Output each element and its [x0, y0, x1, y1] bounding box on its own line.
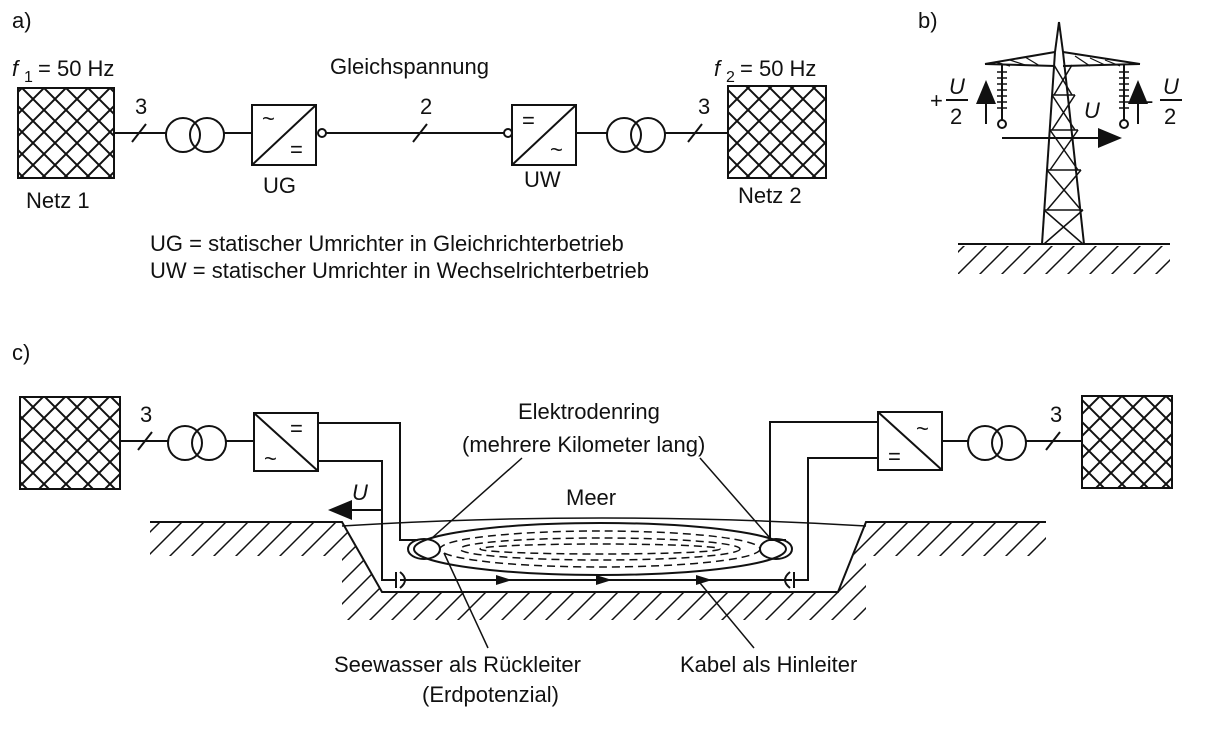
electrode-ring-icon	[407, 522, 793, 576]
minus-frac-num: U	[1163, 74, 1179, 99]
electrode-sub: (mehrere Kilometer lang)	[462, 432, 705, 457]
grid-2-label: Netz 2	[738, 183, 802, 208]
uw-dc-symbol: =	[522, 108, 535, 133]
converter-uw-icon	[511, 104, 577, 166]
plus-frac-num: U	[949, 74, 965, 99]
uw-label: UW	[524, 167, 561, 192]
panel-c-label: c)	[12, 340, 30, 365]
c-phase-tick-left	[137, 431, 153, 451]
c-phase-count-right: 3	[1050, 402, 1062, 427]
c-rectifier-icon	[253, 412, 319, 472]
return-leader	[443, 552, 489, 649]
phase-tick-left	[131, 123, 147, 143]
grid-left-box	[19, 396, 121, 490]
f2-value: = 50 Hz	[740, 56, 816, 81]
terminal-left	[317, 128, 327, 138]
minus-sign: -	[1146, 88, 1153, 113]
sea-label: Meer	[566, 485, 616, 510]
dc-tick	[412, 123, 428, 143]
ug-dc-symbol: =	[290, 137, 303, 162]
c-rect-ac-symbol: ~	[264, 446, 277, 471]
c-left-electrode-lead	[318, 422, 418, 541]
electrode-leader-left	[431, 457, 523, 539]
transmission-tower-icon	[958, 21, 1170, 274]
cable-direction-arrows	[496, 575, 712, 585]
phase-count-left: 3	[135, 94, 147, 119]
electrode-leader-right	[699, 457, 771, 539]
f1-subscript: 1	[24, 69, 33, 86]
ug-label: UG	[263, 173, 296, 198]
phase-count-right: 3	[698, 94, 710, 119]
c-phase-count-left: 3	[140, 402, 152, 427]
c-u-label: U	[352, 480, 368, 505]
cable-label: Kabel als Hinleiter	[680, 652, 857, 677]
c-transformer-left-icon	[167, 425, 227, 461]
tower-u-label: U	[1084, 98, 1100, 123]
c-right-cable-lead	[794, 457, 878, 581]
c-rect-dc-symbol: =	[290, 416, 303, 441]
c-phase-tick-right	[1045, 431, 1061, 451]
c-transformer-right-icon	[967, 425, 1027, 461]
minus-frac-den: 2	[1164, 104, 1176, 129]
terminal-right	[503, 128, 513, 138]
cable-terminal-right	[784, 571, 795, 589]
grid-right-box	[1081, 395, 1173, 489]
f2-symbol: f	[714, 56, 723, 81]
grid-2-box	[727, 85, 827, 179]
panel-b-label: b)	[918, 8, 938, 33]
legend-ug: UG = statischer Umrichter in Gleichricht…	[150, 231, 624, 256]
frequency-label-right: f 2 = 50 Hz	[714, 56, 816, 86]
electrode-title: Elektrodenring	[518, 399, 660, 424]
return-conductor-sub: (Erdpotenzial)	[422, 682, 559, 707]
phase-tick-right	[687, 123, 703, 143]
uw-ac-symbol: ~	[550, 137, 563, 162]
f1-symbol: f	[12, 56, 21, 81]
legend-uw: UW = statischer Umrichter in Wechselrich…	[150, 258, 649, 283]
sea-basin	[150, 517, 1046, 620]
cable-leader	[699, 582, 755, 649]
plus-sign: +	[930, 88, 943, 113]
ug-ac-symbol: ~	[262, 106, 275, 131]
f2-subscript: 2	[726, 69, 735, 86]
frequency-label-left: f 1 = 50 Hz	[12, 56, 114, 86]
transformer-right-icon	[606, 117, 666, 153]
transformer-left-icon	[165, 117, 225, 153]
panel-a-label: a)	[12, 8, 32, 33]
grid-1-label: Netz 1	[26, 188, 90, 213]
f1-value: = 50 Hz	[38, 56, 114, 81]
cable-terminal-left	[395, 571, 406, 589]
plus-frac-den: 2	[950, 104, 962, 129]
dc-conductor-count: 2	[420, 94, 432, 119]
c-left-cable-lead	[318, 460, 396, 581]
return-conductor-label: Seewasser als Rückleiter	[334, 652, 581, 677]
c-inv-dc-symbol: =	[888, 444, 901, 469]
converter-ug-icon	[251, 104, 317, 166]
dc-title: Gleichspannung	[330, 54, 489, 79]
c-inv-ac-symbol: ~	[916, 416, 929, 441]
grid-1-box	[17, 87, 115, 179]
